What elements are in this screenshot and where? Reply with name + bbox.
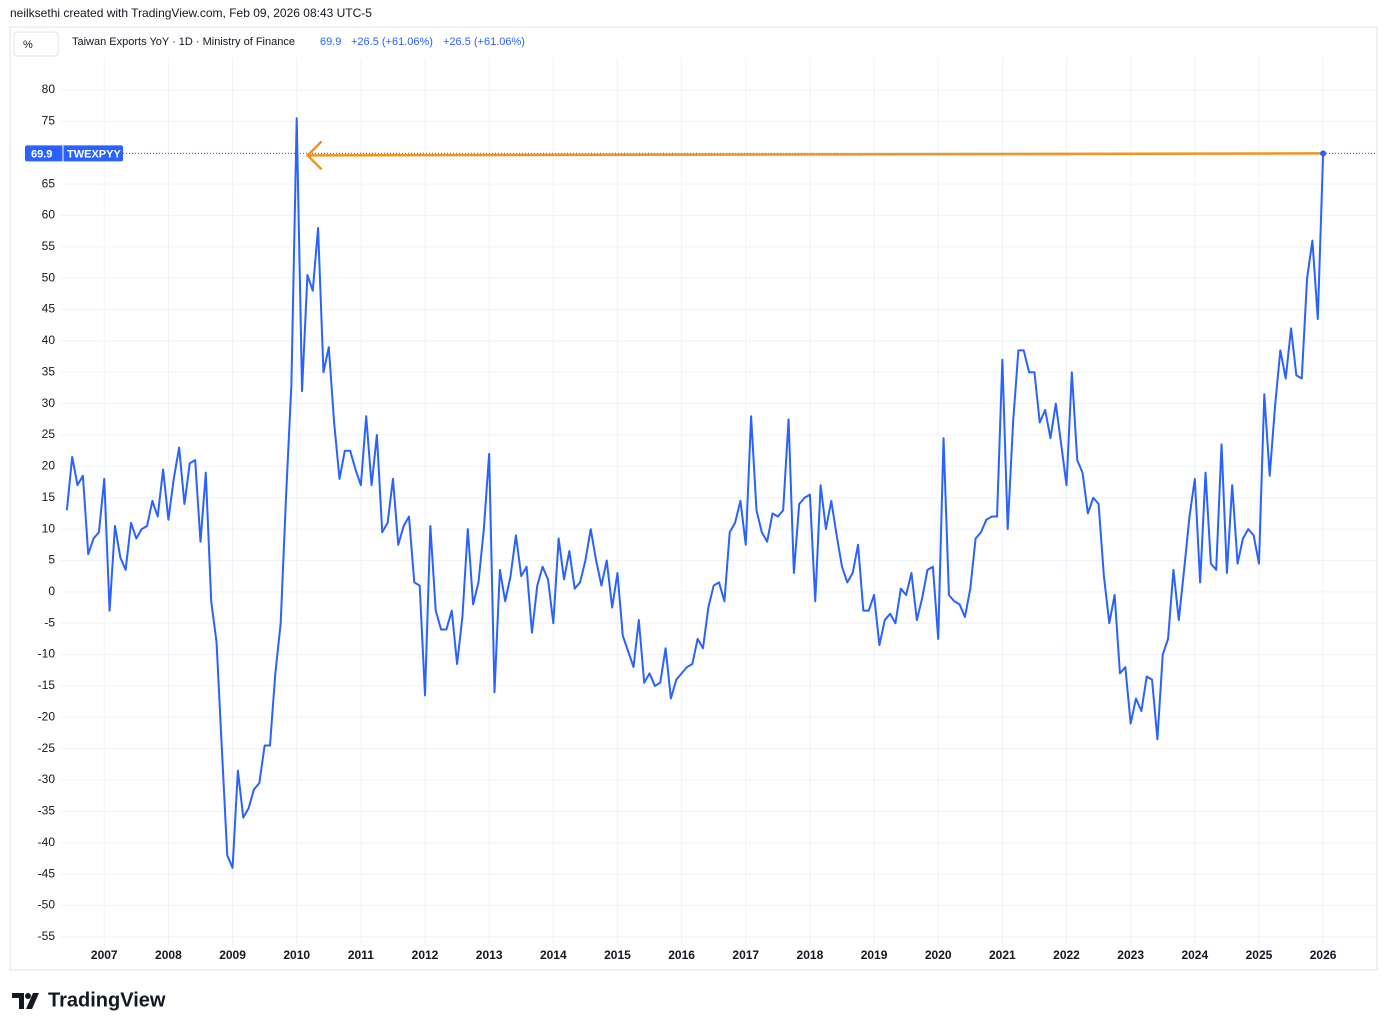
y-tick-label: -50: [38, 898, 56, 912]
x-tick-label: 2018: [797, 948, 824, 962]
legend-change: +26.5 (+61.06%): [351, 36, 433, 48]
y-tick-label: 40: [42, 333, 56, 347]
y-tick-label: 5: [48, 553, 55, 567]
y-tick-label: -55: [38, 929, 56, 943]
x-tick-label: 2021: [989, 948, 1016, 962]
y-tick-label: -35: [38, 804, 56, 818]
y-tick-label: 25: [42, 427, 56, 441]
y-tick-label: -40: [38, 835, 56, 849]
y-tick-label: -20: [38, 709, 56, 723]
price-label-symbol: TWEXPYY: [67, 148, 121, 160]
x-tick-label: 2026: [1310, 948, 1337, 962]
unit: %: [23, 39, 33, 51]
y-tick-label: -25: [38, 741, 56, 755]
x-tick-label: 2022: [1053, 948, 1080, 962]
x-tick-label: 2011: [348, 948, 374, 962]
legend-change: +26.5 (+61.06%): [443, 36, 525, 48]
y-tick-label: -15: [38, 678, 56, 692]
y-tick-label: 45: [42, 302, 56, 316]
y-tick-label: 65: [42, 176, 56, 190]
last-point: [1320, 150, 1327, 157]
x-tick-label: 2009: [219, 948, 246, 962]
x-tick-label: 2023: [1117, 948, 1144, 962]
x-tick-label: 2010: [283, 948, 310, 962]
y-tick-label: 60: [42, 208, 56, 222]
logo: TradingView: [12, 989, 166, 1011]
x-tick-label: 2007: [91, 948, 118, 962]
legend-name: Taiwan Exports YoY · 1D · Ministry of Fi…: [72, 36, 295, 48]
y-tick-label: 15: [42, 490, 56, 504]
x-tick-label: 2020: [925, 948, 952, 962]
x-tick-label: 2016: [668, 948, 695, 962]
overlay: 69.9 TWEXPYY: [25, 140, 1377, 171]
logo-text: TradingView: [48, 989, 166, 1011]
unit-box[interactable]: [13, 31, 59, 57]
chart-frame: [9, 26, 1378, 971]
arrow-annotation: [305, 140, 1324, 171]
credit: neilksethi created with TradingView.com,…: [10, 6, 372, 20]
y-tick-label: 20: [42, 459, 56, 473]
y-tick-label: 0: [48, 584, 55, 598]
x-tick-label: 2013: [476, 948, 503, 962]
x-tick-label: 2019: [861, 948, 888, 962]
y-tick-label: 30: [42, 396, 56, 410]
y-tick-label: 55: [42, 239, 56, 253]
y-tick-label: -45: [38, 866, 56, 880]
y-tick-label: 50: [42, 270, 56, 284]
price-label-box: [25, 145, 123, 162]
y-tick-label: -30: [38, 772, 56, 786]
x-tick-label: 2014: [540, 948, 567, 962]
y-tick-label: -5: [44, 615, 55, 629]
x-tick-label: 2015: [604, 948, 631, 962]
y-tick-label: 35: [42, 364, 56, 378]
price-label-value: 69.9: [31, 148, 52, 160]
data-line: [65, 117, 1325, 869]
grid: -55-50-45-40-35-30-25-20-15-10-505101520…: [38, 58, 1377, 962]
x-tick-label: 2024: [1181, 948, 1208, 962]
x-tick-label: 2025: [1246, 948, 1273, 962]
x-tick-label: 2012: [412, 948, 439, 962]
x-tick-label: 2008: [155, 948, 182, 962]
x-tick-label: 2017: [732, 948, 759, 962]
y-tick-label: 75: [42, 114, 56, 128]
y-tick-label: -10: [38, 647, 56, 661]
y-tick-label: 10: [42, 521, 56, 535]
legend-value: 69.9: [320, 36, 341, 48]
y-tick-label: 80: [42, 82, 56, 96]
plot: [65, 117, 1325, 869]
